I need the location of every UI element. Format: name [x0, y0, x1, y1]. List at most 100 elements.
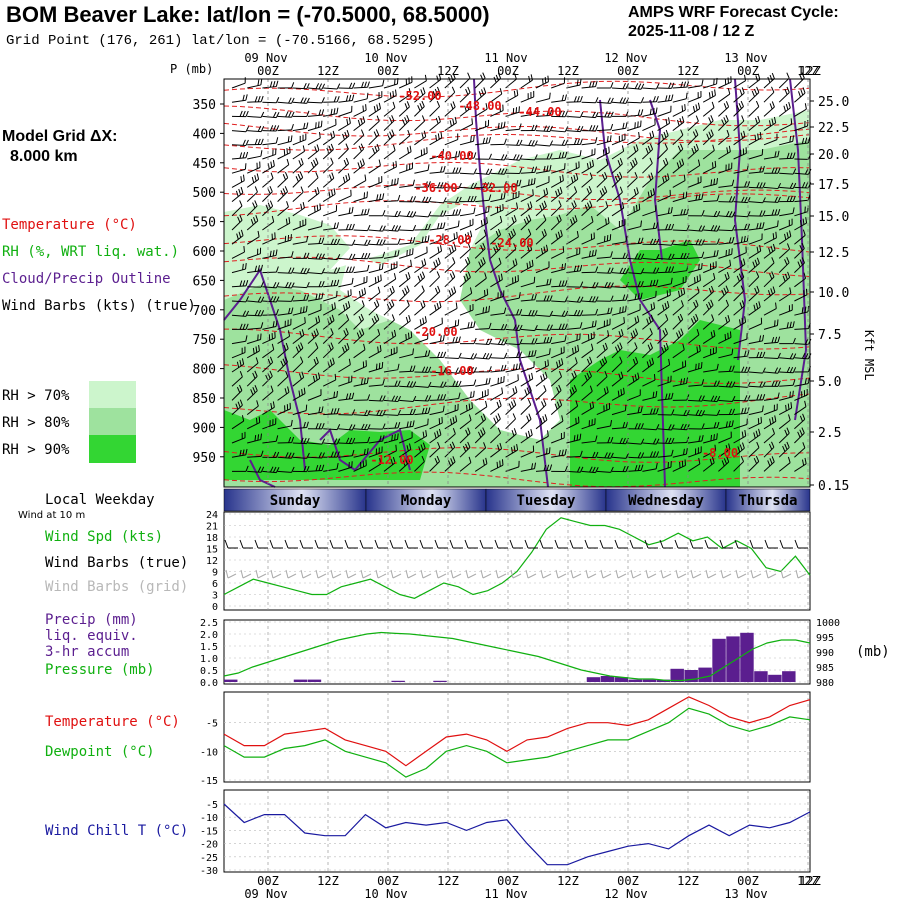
wind-barb [748, 182, 766, 189]
wind-barb [779, 353, 797, 360]
wind-barb [505, 413, 516, 430]
wind-barb [596, 135, 612, 146]
wind-barb [459, 230, 473, 245]
wind-barb [642, 314, 654, 330]
wind-barb [246, 186, 258, 202]
wind-barb [733, 366, 751, 373]
wind-barb [429, 210, 447, 217]
wind-barb-grid [315, 569, 327, 579]
top-hour-label: 00Z [257, 64, 279, 78]
wind-barb-true [389, 539, 403, 549]
wind-barb [535, 310, 554, 317]
top-date-label: 13 Nov [724, 51, 767, 65]
wind-barb [657, 375, 672, 387]
temperature-contour-label: -28.00 [428, 233, 471, 247]
legend-rh80-swatch [89, 408, 136, 435]
wind-barb [702, 144, 715, 160]
wind-barb [307, 171, 319, 188]
y-tick-label: 0.0 [200, 678, 218, 689]
wind-barb [520, 214, 532, 231]
wind-barb [520, 413, 532, 430]
wind-barb-true [689, 539, 703, 549]
wind-barb [277, 295, 295, 302]
wind-barb [718, 236, 735, 245]
wind-barb [277, 146, 291, 160]
wind-barb [779, 168, 797, 175]
wind-barb [778, 118, 793, 132]
wind-barb [794, 229, 806, 245]
wind-barb [642, 374, 656, 387]
wind-barb [581, 232, 595, 245]
wind-barb [642, 302, 656, 316]
wind-barb [490, 88, 503, 103]
wind-barb [687, 193, 704, 203]
wind-barb [292, 371, 305, 387]
wind-barb-grid [420, 569, 432, 579]
wind-barb [581, 451, 599, 459]
wind-barb [596, 111, 614, 118]
wind-barb [474, 272, 487, 288]
wind-barb [262, 232, 276, 245]
wind-barb [292, 267, 310, 275]
wind-barb [429, 334, 445, 345]
temperature-contour [223, 128, 810, 151]
wind-barb [323, 107, 339, 117]
bottom-date-label: 13 Nov [724, 887, 767, 900]
legend-rh90-swatch [89, 435, 136, 463]
wind-barb [490, 204, 504, 217]
weekday-bar: Sunday Monday Tuesday Wednesday Thursda [223, 488, 811, 512]
wind-barb [475, 168, 493, 175]
y-tick-label: -30 [200, 866, 218, 877]
wind-barb [642, 451, 659, 458]
wind-barb [459, 218, 474, 231]
precip-accum-label: 3-hr accum [45, 644, 130, 660]
wind-barb [383, 433, 399, 444]
wind-barb [292, 171, 304, 188]
cross-section-gridlines [267, 79, 809, 487]
wind-barb [535, 176, 550, 188]
bottom-hour-label: 00Z [257, 874, 279, 888]
wind-barb [566, 125, 584, 133]
top-hour-label: 12Z [799, 64, 821, 78]
wind-barb [429, 131, 443, 146]
wind-barb-grid [480, 569, 492, 579]
wind-barb [246, 161, 261, 174]
cloud-outline [223, 267, 306, 471]
wind-barb [657, 157, 669, 174]
wind-barb [383, 101, 396, 117]
wind-barb [657, 437, 675, 445]
top-hour-label: 00Z [377, 64, 399, 78]
wind-barb [277, 234, 292, 245]
wind-barb [474, 457, 488, 472]
wind-barb [535, 295, 553, 302]
wind-barb [246, 370, 258, 387]
wind-barb [748, 271, 760, 288]
wind-barb [459, 379, 477, 387]
pressure-tick-label: 950 [193, 451, 216, 466]
temperature-contour [223, 285, 810, 303]
wind-barb [383, 210, 401, 218]
wind-barb [444, 133, 459, 146]
wind-barb [794, 257, 805, 273]
wind-barb [535, 244, 549, 259]
wind-barb [459, 135, 475, 146]
wind-barb-true [779, 539, 793, 549]
precip-bar [726, 636, 740, 682]
wind-barb [672, 81, 690, 89]
wind-barb [748, 148, 764, 160]
wind-barb [642, 157, 653, 174]
wind-barb [535, 336, 553, 345]
wind-barb [718, 443, 731, 458]
wind-barb [353, 252, 371, 260]
wind-barb [459, 207, 476, 217]
wind-barb [277, 370, 289, 387]
wind-barb [748, 285, 760, 302]
wind-barb-true [719, 539, 733, 549]
wind-barb [520, 349, 537, 359]
wind-barb [338, 266, 355, 274]
wind-barb [338, 461, 353, 472]
wind-speed-label: Wind Spd (kts) [45, 529, 164, 545]
wind-barb [475, 136, 491, 146]
wind-barb [566, 333, 581, 345]
wind-barb [338, 253, 356, 260]
